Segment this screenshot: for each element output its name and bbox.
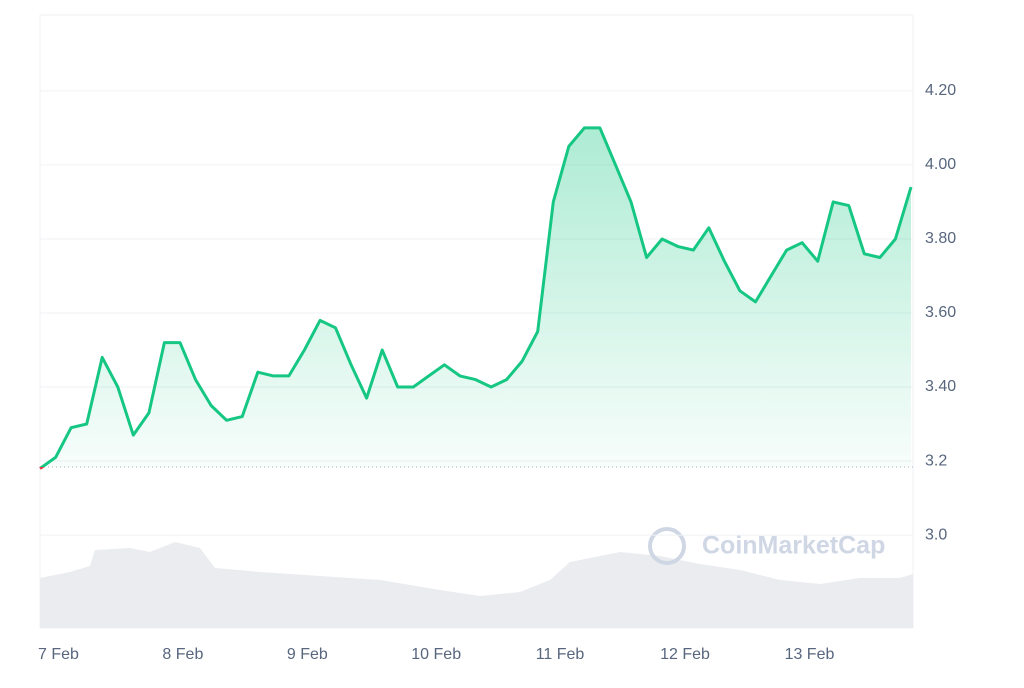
y-tick-label: 4.20: [925, 82, 956, 99]
watermark-logo: [648, 527, 686, 565]
y-tick-label: 3.40: [925, 378, 956, 395]
y-tick-label: 4.00: [925, 156, 956, 173]
x-tick-label: 12 Feb: [660, 646, 710, 663]
y-tick-label: 3.60: [925, 304, 956, 321]
y-tick-label: 3.80: [925, 230, 956, 247]
x-tick-label: 7 Feb: [38, 646, 79, 663]
y-tick-label: 3.2: [925, 452, 947, 469]
x-tick-label: 11 Feb: [536, 646, 585, 663]
x-tick-label: 13 Feb: [785, 646, 835, 663]
price-line: [39, 126, 913, 467]
watermark: CoinMarketCap: [648, 527, 885, 565]
x-tick-label: 10 Feb: [411, 646, 461, 663]
watermark-text: CoinMarketCap: [702, 532, 885, 560]
x-tick-label: 8 Feb: [162, 646, 203, 663]
volume-area: [40, 542, 913, 628]
y-tick-label: 3.0: [925, 526, 947, 543]
price-area: [40, 127, 911, 467]
x-tick-label: 9 Feb: [287, 646, 328, 663]
